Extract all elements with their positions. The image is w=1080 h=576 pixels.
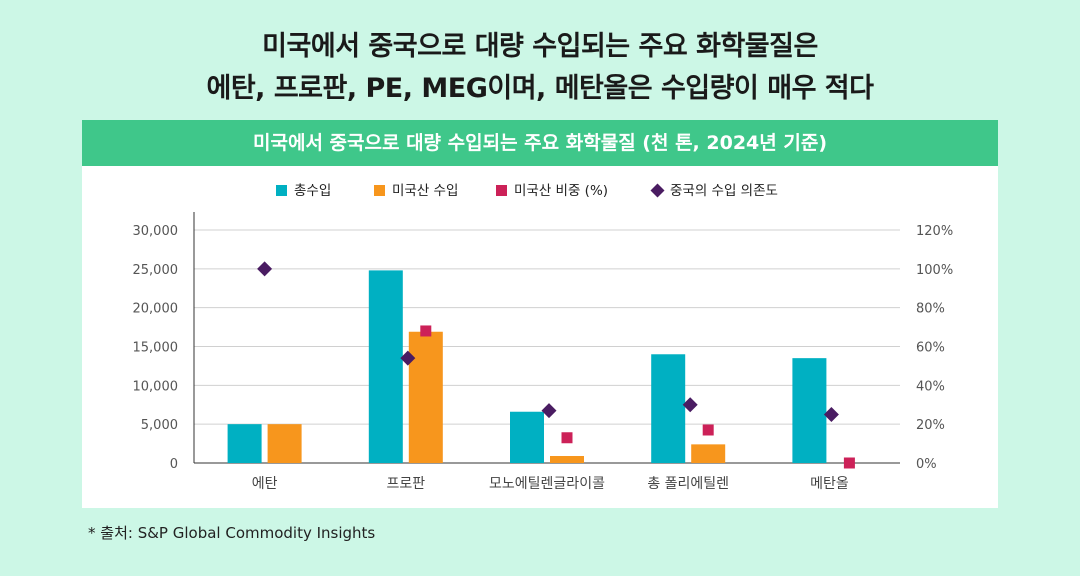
y-right-tick-label: 20% [916,418,945,433]
bar-us-import [550,456,584,463]
y-left-tick-label: 5,000 [141,418,178,433]
bar-total-import [510,411,544,463]
y-right-tick-label: 80% [916,302,945,317]
marker-china-dependence [257,261,273,277]
marker-china-dependence [541,403,557,419]
chart-svg: 0 5,000 10,000 15,000 20,000 25,000 30,000 0% 20… [133,183,954,492]
bar-us-import [691,444,726,463]
marker-us-share [702,424,714,436]
bar-total-import [792,358,827,463]
legend-label: 총수입 [294,183,331,199]
x-tick-label: 에탄 [252,476,278,492]
legend-label: 미국산 비중 (%) [514,183,608,199]
y-left-tick-label: 25,000 [133,263,179,278]
chart-panel: 0 5,000 10,000 15,000 20,000 25,000 30,000 0% 20… [82,166,998,508]
x-tick-label: 총 폴리에틸렌 [647,476,729,492]
y-left-tick-label: 20,000 [133,302,179,317]
y-right-tick-label: 60% [916,341,945,356]
bar-total-import [651,354,686,463]
marker-china-dependence [682,397,698,413]
legend-swatch [650,183,665,198]
chart-title-banner: 미국에서 중국으로 대량 수입되는 주요 화학물질 (천 톤, 2024년 기준… [82,120,998,166]
legend-swatch [276,185,287,196]
marker-us-share [420,325,432,337]
bar-us-import [267,424,302,463]
y-right-tick-label: 120% [916,224,953,239]
legend-swatch [374,185,385,196]
marker-us-share [561,432,573,444]
bar-total-import [368,270,403,463]
y-left-tick-label: 30,000 [133,224,179,239]
source-note: * 출처: S&P Global Commodity Insights [88,524,376,542]
marker-china-dependence [823,406,839,422]
x-tick-label: 모노에틸렌글라이콜 [489,476,605,492]
bar-us-import [408,331,443,463]
legend-label: 중국의 수입 의존도 [670,183,778,199]
x-tick-label: 프로판 [386,476,425,492]
y-right-tick-label: 100% [916,263,953,278]
marker-us-share [843,457,855,469]
y-right-tick-label: 40% [916,379,945,394]
headline-line-1: 미국에서 중국으로 대량 수입되는 주요 화학물질은 [262,31,818,62]
y-left-tick-label: 15,000 [133,341,179,356]
headline-line-2: 에탄, 프로판, PE, MEG이며, 메탄올은 수입량이 매우 적다 [206,73,875,104]
legend-swatch [496,185,507,196]
y-right-tick-label: 0% [916,457,937,472]
y-left-tick-label: 0 [170,457,178,472]
bar-total-import [227,424,262,463]
headline: 미국에서 중국으로 대량 수입되는 주요 화학물질은 에탄, 프로판, PE, … [0,26,1080,110]
marker-china-dependence [400,350,416,366]
legend-label: 미국산 수입 [392,183,458,199]
x-tick-label: 메탄올 [810,476,849,492]
y-left-tick-label: 10,000 [133,379,179,394]
